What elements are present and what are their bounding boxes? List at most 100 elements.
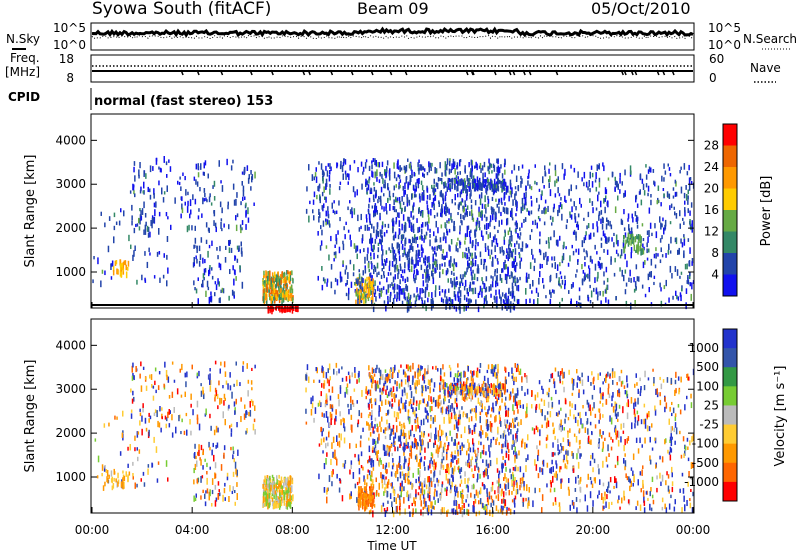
data-cell	[439, 177, 441, 182]
data-cell	[583, 276, 586, 282]
data-cell	[504, 499, 507, 507]
data-cell	[597, 271, 599, 279]
data-cell	[208, 491, 211, 496]
data-cell	[515, 200, 517, 207]
data-cell	[398, 383, 401, 389]
data-cell	[548, 179, 550, 183]
data-cell	[154, 380, 156, 386]
data-cell	[525, 243, 527, 249]
data-cell	[457, 248, 459, 253]
data-cell	[512, 261, 514, 268]
data-cell	[628, 224, 630, 231]
data-cell	[366, 390, 369, 396]
data-cell	[515, 465, 517, 472]
data-cell	[185, 412, 188, 417]
data-cell	[395, 196, 397, 203]
data-cell	[625, 239, 627, 245]
data-cell	[230, 432, 233, 437]
data-cell	[119, 263, 122, 270]
data-cell	[496, 480, 498, 484]
data-cell	[554, 262, 556, 269]
data-cell	[209, 446, 211, 451]
data-cell	[397, 248, 400, 254]
data-cell	[503, 236, 505, 241]
data-cell	[375, 451, 377, 455]
data-cell	[221, 228, 223, 232]
data-cell	[455, 413, 457, 420]
data-cell	[527, 173, 530, 179]
data-cell	[558, 205, 560, 211]
data-cell	[592, 207, 594, 214]
data-cell	[422, 398, 424, 403]
data-cell	[409, 219, 411, 224]
data-cell	[521, 178, 523, 184]
data-cell	[664, 224, 666, 231]
data-cell	[472, 473, 475, 479]
data-cell	[537, 216, 540, 220]
data-cell	[403, 449, 405, 456]
data-cell	[487, 463, 489, 469]
data-cell	[236, 469, 238, 476]
data-cell	[583, 237, 585, 244]
data-cell	[426, 410, 428, 417]
data-cell	[389, 204, 391, 211]
data-cell	[391, 261, 394, 267]
data-cell	[412, 362, 414, 370]
data-cell	[384, 260, 387, 266]
data-cell	[503, 163, 506, 168]
data-cell	[116, 416, 118, 420]
data-cell	[623, 247, 626, 253]
data-cell	[444, 161, 447, 167]
data-cell	[584, 235, 587, 241]
data-cell	[483, 297, 486, 304]
data-cell	[432, 267, 434, 272]
data-cell	[398, 401, 400, 407]
data-cell	[462, 251, 464, 259]
data-cell	[403, 293, 405, 299]
data-cell	[570, 301, 572, 305]
data-cell	[237, 449, 239, 456]
data-cell	[453, 496, 456, 501]
data-cell	[509, 240, 511, 244]
data-cell	[511, 293, 514, 299]
data-cell	[165, 460, 168, 467]
data-cell	[495, 401, 497, 407]
data-cell	[441, 253, 444, 260]
data-cell	[420, 488, 422, 494]
data-cell	[225, 380, 228, 385]
data-cell	[385, 206, 387, 211]
data-cell	[369, 272, 372, 278]
data-cell	[607, 299, 610, 307]
data-cell	[661, 175, 663, 182]
data-cell	[470, 492, 472, 498]
data-cell	[142, 403, 144, 408]
data-cell	[559, 235, 561, 241]
data-cell	[209, 466, 211, 470]
data-cell	[478, 194, 481, 199]
data-cell	[372, 376, 374, 384]
data-cell	[365, 289, 367, 294]
data-cell	[263, 297, 266, 305]
data-cell	[501, 498, 503, 504]
data-cell	[576, 269, 578, 273]
data-cell	[615, 234, 618, 242]
data-cell	[665, 279, 667, 287]
data-cell	[611, 237, 613, 242]
data-cell	[280, 287, 282, 293]
data-cell	[230, 247, 233, 253]
data-cell	[392, 367, 394, 374]
data-cell	[205, 222, 208, 228]
data-cell	[481, 214, 483, 221]
data-cell	[575, 185, 578, 190]
data-cell	[387, 409, 390, 414]
data-cell	[398, 185, 400, 190]
data-cell	[198, 208, 200, 212]
data-cell	[387, 183, 389, 190]
data-cell	[519, 227, 521, 232]
data-cell	[558, 277, 560, 284]
data-cell	[417, 422, 419, 426]
data-cell	[321, 229, 323, 236]
data-cell	[141, 428, 143, 436]
data-cell	[549, 301, 551, 306]
data-cell	[435, 259, 438, 266]
